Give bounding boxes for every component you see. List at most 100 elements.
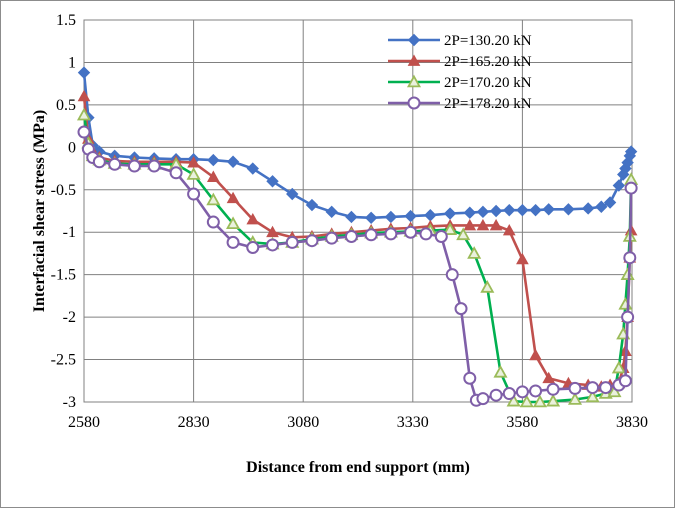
data-point xyxy=(506,393,521,407)
data-point xyxy=(624,181,638,195)
data-point xyxy=(516,252,529,265)
y-tick-label: -2.5 xyxy=(51,352,76,369)
legend-marker xyxy=(407,54,421,66)
x-tick-label: 3830 xyxy=(616,414,648,431)
data-point xyxy=(620,267,635,280)
data-point xyxy=(345,210,358,224)
series-line xyxy=(82,72,633,220)
y-tick-label: 0 xyxy=(68,139,76,156)
data-point xyxy=(445,268,459,282)
data-point xyxy=(546,382,560,396)
plot-area-border xyxy=(83,19,633,403)
y-tick-label: -1 xyxy=(63,224,76,241)
data-point xyxy=(623,251,637,265)
series-3 xyxy=(76,107,639,408)
legend-item: 2P=170.20 kN xyxy=(388,74,532,91)
y-tick-labels: 1.5 1 0.5 0 -0.5 -1 -1.5 -2 -2.5 -3 xyxy=(51,12,76,411)
data-point xyxy=(489,218,503,231)
data-point xyxy=(529,203,542,217)
x-tick-label: 2830 xyxy=(178,414,210,431)
data-point xyxy=(568,381,582,395)
x-tick-labels: 2580 2830 3080 3330 3580 3830 xyxy=(68,414,648,431)
data-point xyxy=(599,381,613,395)
data-point xyxy=(476,218,490,231)
data-point xyxy=(286,187,299,201)
series-line xyxy=(82,131,633,402)
series-4 xyxy=(77,125,638,407)
data-point xyxy=(434,229,448,243)
data-point xyxy=(493,364,508,378)
data-point xyxy=(246,212,260,225)
legend-label: 2P=178.20 kN xyxy=(444,96,532,112)
data-point xyxy=(503,203,516,217)
data-point xyxy=(463,218,477,231)
data-point xyxy=(618,374,632,388)
data-point xyxy=(489,388,503,402)
data-point xyxy=(546,393,561,407)
data-point xyxy=(519,394,534,408)
y-tick-label: 1.5 xyxy=(56,12,76,29)
data-point xyxy=(325,231,339,245)
data-point xyxy=(186,167,201,180)
data-point xyxy=(76,107,92,121)
series-1 xyxy=(77,66,638,224)
legend-item: 2P=178.20 kN xyxy=(388,96,532,112)
data-point xyxy=(77,66,91,79)
data-point xyxy=(404,225,418,239)
data-point xyxy=(586,381,600,395)
data-point xyxy=(384,227,398,241)
legend-item: 2P=165.20 kN xyxy=(388,54,532,70)
data-point xyxy=(585,389,600,403)
x-tick-label: 3330 xyxy=(397,414,429,431)
data-point xyxy=(463,371,477,385)
data-point xyxy=(489,204,503,218)
data-point xyxy=(77,89,91,102)
data-point xyxy=(621,310,635,324)
data-point xyxy=(419,227,433,241)
legend-label: 2P=165.20 kN xyxy=(444,54,532,70)
x-tick-label: 3080 xyxy=(287,414,319,431)
data-point xyxy=(476,392,490,406)
data-point xyxy=(456,227,471,241)
data-point xyxy=(266,238,280,252)
y-tick-label: -0.5 xyxy=(51,182,76,199)
data-point xyxy=(612,179,626,192)
data-point xyxy=(603,196,617,209)
legend-label: 2P=170.20 kN xyxy=(444,75,532,91)
data-point xyxy=(443,222,458,235)
data-point xyxy=(595,200,608,213)
y-tick-label: -3 xyxy=(63,394,76,411)
data-point xyxy=(562,203,575,216)
data-point xyxy=(127,159,141,173)
legend-marker xyxy=(407,33,421,47)
data-point xyxy=(226,191,240,204)
data-point xyxy=(502,387,516,401)
data-point xyxy=(266,175,279,188)
data-point xyxy=(344,229,358,243)
data-point xyxy=(77,125,91,139)
data-point xyxy=(246,241,260,255)
data-point xyxy=(226,216,241,230)
data-point xyxy=(516,203,529,217)
data-point xyxy=(207,153,220,167)
series-2 xyxy=(77,89,638,392)
legend-marker xyxy=(407,96,421,110)
y-axis-title: Interfacial shear stress (MPa) xyxy=(31,110,48,312)
y-tick-label: -2 xyxy=(63,309,76,326)
data-point xyxy=(266,225,279,238)
data-point xyxy=(515,385,529,399)
series-line xyxy=(82,96,633,389)
legend-item: 2P=130.20 kN xyxy=(388,33,532,49)
legend: 2P=130.20 kN 2P=165.20 kN 2P=170.20 kN 2P=1… xyxy=(388,33,532,112)
data-point xyxy=(226,155,240,168)
data-point xyxy=(246,162,259,175)
data-point xyxy=(305,198,319,212)
y-tick-label: 0.5 xyxy=(56,97,76,114)
x-axis-title: Distance from end support (mm) xyxy=(246,459,470,476)
y-tick-label: 1 xyxy=(68,54,76,71)
data-point xyxy=(384,210,398,224)
data-point xyxy=(325,205,338,219)
data-point xyxy=(624,145,638,158)
